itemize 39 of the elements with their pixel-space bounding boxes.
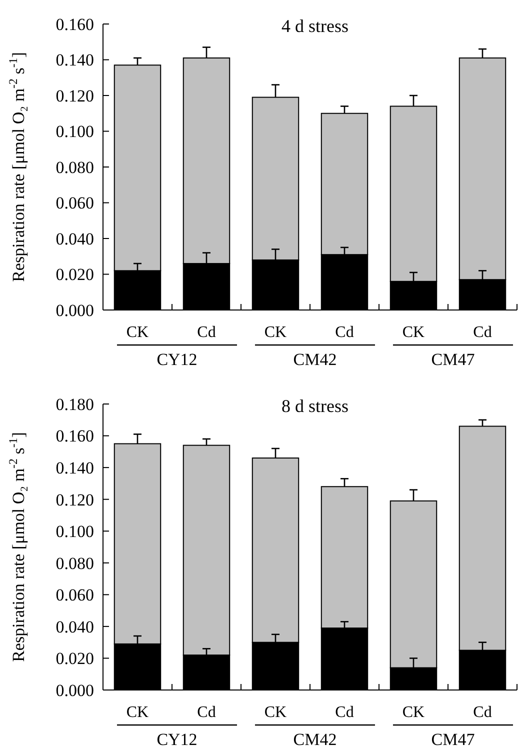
y-tick-label: 0.060	[56, 194, 94, 213]
chart-title: 4 d stress	[282, 16, 348, 36]
y-tick-label: 0.120	[56, 490, 94, 510]
x-tick-label: CK	[402, 324, 426, 341]
chart-title: 8 d stress	[282, 396, 348, 416]
x-tick-label: Cd	[473, 704, 492, 721]
text: CY12	[156, 350, 198, 369]
text: CM42	[293, 350, 337, 369]
y-tick-label: 0.040	[56, 617, 94, 636]
y-tick-label: 0.100	[56, 522, 94, 542]
text: CM42	[293, 730, 337, 749]
text: CM47	[431, 350, 476, 369]
x-tick-label: CK	[264, 704, 288, 721]
y-tick-label: 0.140	[56, 50, 94, 70]
x-tick-label: Cd	[335, 324, 354, 341]
y-tick-label: 0.140	[56, 458, 94, 478]
text: CM47	[431, 730, 476, 749]
y-tick-label: 0.020	[56, 265, 94, 284]
y-tick-label: 0.000	[56, 300, 94, 320]
y-tick-label: 0.060	[56, 586, 94, 605]
y-tick-label: 0.160	[56, 14, 94, 34]
y-tick-label: 0.040	[56, 229, 94, 248]
x-tick-label: CK	[126, 704, 150, 721]
text: CY12	[156, 730, 198, 749]
x-tick-label: Cd	[335, 704, 354, 721]
y-tick-label: 0.080	[56, 554, 94, 573]
x-tick-label: CK	[402, 704, 426, 721]
x-tick-label: Cd	[197, 324, 216, 341]
x-tick-label: Cd	[473, 324, 492, 341]
x-tick-label: Cd	[197, 704, 216, 721]
y-tick-label: 0.120	[56, 86, 94, 106]
y-tick-label: 0.160	[56, 426, 94, 446]
y-tick-label: 0.080	[56, 158, 94, 177]
x-tick-label: CK	[264, 324, 288, 341]
y-tick-label: 0.020	[56, 649, 94, 668]
x-tick-label: CK	[126, 324, 150, 341]
y-tick-label: 0.100	[56, 122, 94, 142]
y-tick-label: 0.180	[56, 394, 94, 414]
y-tick-label: 0.000	[56, 680, 94, 700]
